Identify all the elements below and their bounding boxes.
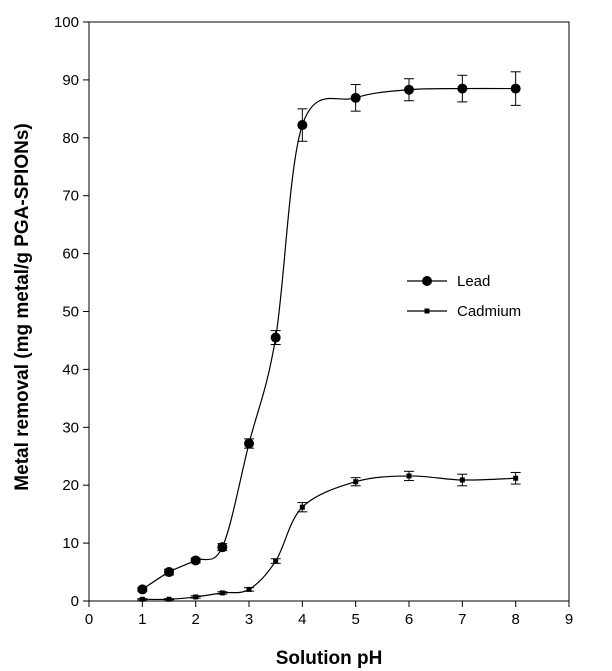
legend: Lead Cadmium xyxy=(407,273,521,320)
x-axis-title: Solution pH xyxy=(276,648,383,669)
x-tick-label: 5 xyxy=(351,611,359,628)
y-tick-label: 30 xyxy=(62,419,79,436)
x-tick-label: 3 xyxy=(245,611,253,628)
data-point-lead xyxy=(137,584,148,595)
y-tick-label: 80 xyxy=(62,130,79,147)
y-tick-label: 60 xyxy=(62,246,79,263)
data-point-cadmium xyxy=(166,596,172,602)
x-tick-label: 0 xyxy=(85,611,93,628)
legend-label-lead: Lead xyxy=(457,273,490,290)
series-cadmium xyxy=(137,470,521,602)
data-point-cadmium xyxy=(353,479,359,485)
data-point-cadmium xyxy=(406,473,412,479)
y-tick-label: 100 xyxy=(54,14,79,31)
data-point-lead xyxy=(510,83,521,94)
y-tick-label: 70 xyxy=(62,188,79,205)
data-point-cadmium xyxy=(513,475,519,481)
y-tick-label: 10 xyxy=(62,535,79,552)
y-axis: 0 10 20 30 40 50 60 70 80 90 100 xyxy=(54,14,89,610)
legend-label-cadmium: Cadmium xyxy=(457,303,521,320)
data-point-cadmium xyxy=(139,596,145,602)
y-tick-label: 0 xyxy=(71,593,79,610)
x-tick-label: 2 xyxy=(191,611,199,628)
x-tick-label: 4 xyxy=(298,611,306,628)
data-point-lead xyxy=(350,92,361,103)
data-point-lead xyxy=(244,438,254,449)
y-tick-label: 20 xyxy=(62,477,79,494)
data-point-lead xyxy=(404,84,414,95)
x-axis: 0 1 2 3 4 5 6 7 8 9 xyxy=(85,601,573,628)
data-point-lead xyxy=(457,83,468,94)
data-point-cadmium xyxy=(459,477,465,483)
data-point-lead xyxy=(164,567,174,578)
x-tick-label: 1 xyxy=(138,611,146,628)
data-point-cadmium xyxy=(299,504,305,510)
data-point-lead xyxy=(297,120,308,131)
x-tick-label: 6 xyxy=(405,611,413,628)
series-lead xyxy=(137,71,521,595)
legend-item-cadmium: Cadmium xyxy=(407,303,521,320)
data-point-lead xyxy=(217,542,228,553)
y-tick-label: 50 xyxy=(62,304,79,321)
x-tick-label: 9 xyxy=(565,611,573,628)
legend-marker-lead xyxy=(422,276,432,286)
data-point-cadmium xyxy=(219,590,225,596)
legend-item-lead: Lead xyxy=(407,273,490,290)
series-layer xyxy=(137,71,521,602)
data-point-cadmium xyxy=(246,586,252,592)
y-axis-title: Metal removal (mg metal/g PGA-SPIONs) xyxy=(12,123,33,490)
data-point-lead xyxy=(270,332,281,343)
x-tick-label: 8 xyxy=(511,611,519,628)
series-line-lead xyxy=(142,87,516,590)
data-point-cadmium xyxy=(273,558,279,564)
series-line-cadmium xyxy=(142,475,516,601)
legend-marker-cadmium xyxy=(424,308,430,314)
data-point-cadmium xyxy=(193,594,199,600)
y-tick-label: 40 xyxy=(62,361,79,378)
y-tick-label: 90 xyxy=(62,72,79,89)
data-point-lead xyxy=(190,555,201,566)
x-tick-label: 7 xyxy=(458,611,466,628)
